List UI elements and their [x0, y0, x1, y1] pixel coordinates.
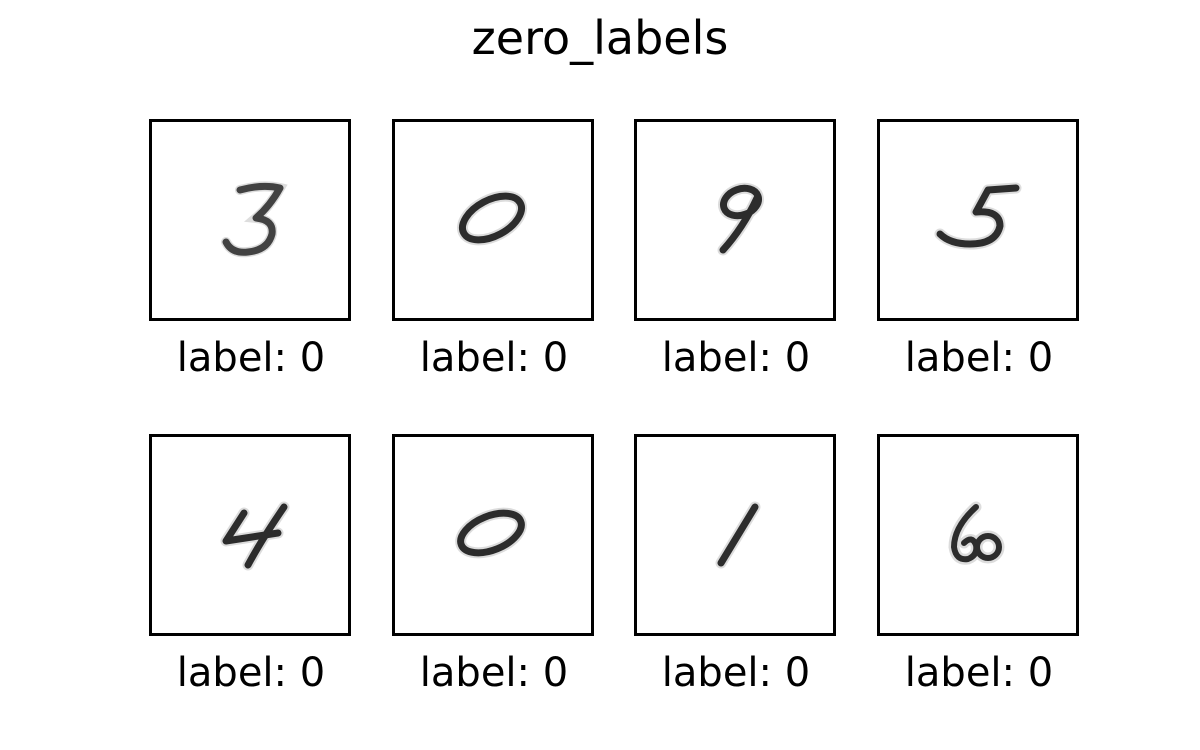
digit-4-icon	[220, 501, 290, 571]
digit-0-icon	[457, 190, 527, 246]
panel-label: label: 0	[904, 650, 1054, 696]
digit-panel	[634, 434, 836, 636]
digit-6-icon	[948, 501, 1005, 565]
panel-label: label: 0	[661, 650, 811, 696]
digit-1-icon	[715, 501, 761, 569]
digit-panel	[392, 119, 594, 321]
panel-label: label: 0	[176, 650, 326, 696]
panel-label: label: 0	[176, 335, 326, 381]
digit-panel	[634, 119, 836, 321]
digit-panel	[877, 434, 1079, 636]
digit-0-icon	[455, 507, 527, 559]
digit-panel	[392, 434, 594, 636]
digit-5-icon	[934, 182, 1022, 250]
panel-label: label: 0	[419, 650, 569, 696]
panel-label: label: 0	[904, 335, 1054, 381]
panel-label: label: 0	[419, 335, 569, 381]
panel-label: label: 0	[661, 335, 811, 381]
digit-panel	[149, 119, 351, 321]
digit-3-icon	[221, 181, 288, 258]
digit-panel	[149, 434, 351, 636]
figure-title: zero_labels	[471, 11, 729, 65]
digit-panel	[877, 119, 1079, 321]
digit-9-icon	[717, 182, 764, 256]
